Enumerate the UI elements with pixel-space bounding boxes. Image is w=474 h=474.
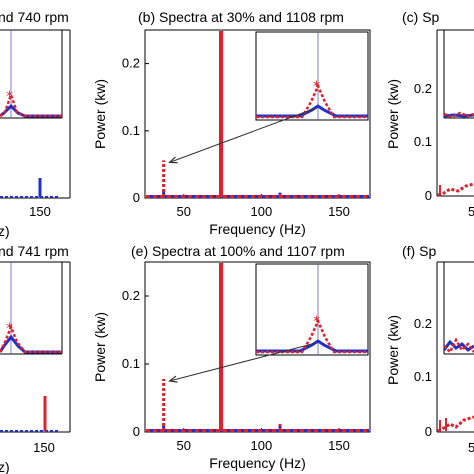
panel-left-top: * 150 z) (0, 29, 71, 239)
xtick-150: 150 (29, 204, 51, 219)
spectrum-baseline (437, 415, 474, 433)
inset-spectrum-blue (442, 339, 474, 352)
ytick-label: 0.1 (122, 356, 140, 371)
inset-spectrum-red (256, 82, 368, 119)
ytick-label: 0.2 (122, 288, 140, 303)
xtick-label: 50 (177, 204, 191, 219)
xtick-150: 150 (33, 440, 55, 455)
inset-spectrum-blue (0, 103, 62, 118)
inset-spectrum-red (443, 337, 474, 355)
inset-spectrum-red (0, 323, 62, 354)
inset-spectrum-red (0, 91, 62, 118)
inset-peak-marker: * (6, 321, 13, 337)
inset-frame (255, 263, 369, 356)
x-axis-label: z) (0, 459, 10, 474)
panel-f: Power (kw) 0.2 0.1 0 5 (385, 261, 474, 455)
title-b: (b) Spectra at 30% and 1108 rpm (138, 9, 344, 25)
panel-left-bottom: * 150 z) (0, 261, 71, 474)
x-axis-label: Frequency (Hz) (209, 455, 305, 471)
annotation-arrow-line (169, 107, 317, 163)
inset-peak-marker: * (313, 314, 320, 330)
annotation-arrow-head (168, 375, 178, 383)
xtick-label: 100 (251, 438, 273, 453)
xtick-label: 50 (177, 438, 191, 453)
title-left-top: nd 740 rpm (0, 9, 69, 25)
y-axis-label: Power (kw) (385, 79, 401, 149)
ytick-0.2: 0.2 (414, 81, 432, 96)
ytick-0: 0 (425, 424, 432, 439)
annotation-arrow-head (168, 156, 178, 164)
inset-spectrum-red (256, 317, 368, 354)
ytick-label: 0 (133, 424, 140, 439)
ytick-0.1: 0.1 (414, 369, 432, 384)
xtick-label: 150 (328, 204, 350, 219)
inset-peak-marker: * (313, 79, 320, 95)
xtick-5: 5 (468, 204, 474, 219)
title-f: (f) Sp (402, 243, 436, 259)
ytick-0.2: 0.2 (414, 316, 432, 331)
y-axis-label: Power (kw) (92, 312, 108, 382)
panel-c: Power (kw) 0.2 0.1 0 5 (385, 29, 474, 219)
inset-frame (255, 31, 369, 121)
ytick-0: 0 (425, 188, 432, 203)
ytick-label: 0.2 (122, 56, 140, 71)
xtick-label: 100 (251, 204, 273, 219)
ytick-0.1: 0.1 (414, 134, 432, 149)
panel-e: 0 0.1 0.2 50 100 150 Frequency (Hz) Power (kw) * (92, 261, 371, 471)
ytick-label: 0 (133, 190, 140, 205)
title-left-bottom: nd 741 rpm (0, 243, 69, 259)
inset-spectrum-red (443, 111, 474, 119)
title-c: (c) Sp (402, 9, 440, 25)
spectrum-baseline (437, 182, 474, 197)
panel-b: 0 0.1 0.2 50 100 150 Frequency (Hz) Power (kw) * (92, 29, 371, 237)
x-axis-label: Frequency (Hz) (209, 221, 305, 237)
annotation-arrow-line (169, 342, 317, 382)
y-axis-label: Power (kw) (92, 79, 108, 149)
inset-peak-marker: * (6, 89, 13, 105)
xtick-label: 150 (328, 438, 350, 453)
ytick-label: 0.1 (122, 123, 140, 138)
inset-spectrum-blue (0, 334, 62, 354)
xtick-5: 5 (468, 440, 474, 455)
x-axis-label: z) (0, 223, 10, 239)
title-e: (e) Spectra at 100% and 1107 rpm (131, 243, 345, 259)
y-axis-label: Power (kw) (385, 315, 401, 385)
